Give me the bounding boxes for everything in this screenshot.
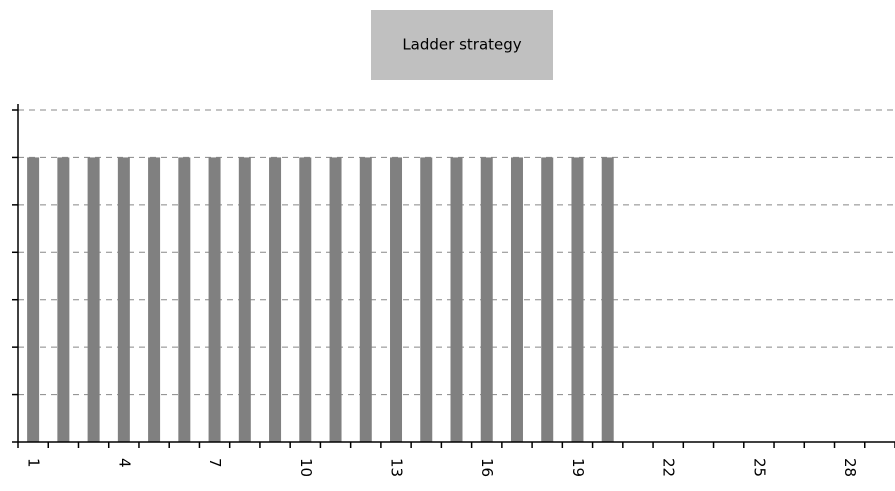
bar (601, 157, 614, 442)
bar (299, 157, 312, 442)
bar (117, 157, 130, 442)
x-tick-label: 19 (569, 458, 587, 477)
bar (148, 157, 161, 442)
bar (27, 157, 40, 442)
bar (450, 157, 463, 442)
x-tick-label: 7 (206, 458, 224, 468)
title-box (371, 10, 553, 80)
x-tick-label: 22 (660, 458, 678, 477)
x-tick-label: 28 (841, 458, 859, 477)
x-tick-label: 16 (478, 458, 496, 477)
chart-title: Ladder strategy (402, 36, 521, 54)
bar (178, 157, 191, 442)
bar (329, 157, 342, 442)
x-tick-label: 4 (115, 458, 133, 468)
bar (510, 157, 523, 442)
x-tick-label: 13 (388, 458, 406, 477)
x-tick-label: 25 (750, 458, 768, 477)
bar (420, 157, 433, 442)
bar (57, 157, 70, 442)
bar (390, 157, 403, 442)
bar (87, 157, 100, 442)
bar (541, 157, 554, 442)
x-tick-label: 10 (297, 458, 315, 477)
bar (571, 157, 584, 442)
bar (480, 157, 493, 442)
bar (359, 157, 372, 442)
x-tick-label: 1 (25, 458, 43, 468)
bar (269, 157, 282, 442)
bar (208, 157, 221, 442)
bar (238, 157, 251, 442)
